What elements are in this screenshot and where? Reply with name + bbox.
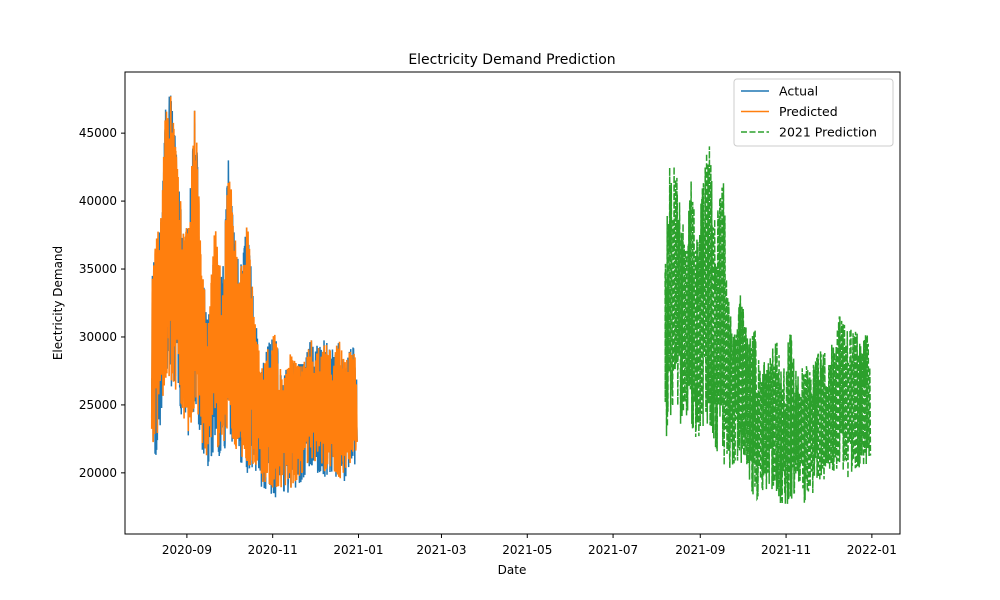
legend-label-2021-prediction: 2021 Prediction xyxy=(779,125,877,140)
legend-label-actual: Actual xyxy=(779,84,818,99)
x-axis: 2020-09 2020-11 2021-01 2021-03 2021-05 2021-… xyxy=(162,534,897,557)
x-axis-label: Date xyxy=(498,563,527,577)
x-tick-label: 2021-05 xyxy=(502,543,552,557)
x-tick-label: 2021-01 xyxy=(333,543,383,557)
x-tick-label: 2020-11 xyxy=(248,543,298,557)
y-tick-label: 30000 xyxy=(79,330,117,344)
y-tick-label: 20000 xyxy=(79,466,117,480)
x-tick-label: 2020-09 xyxy=(162,543,212,557)
series-line-predicted xyxy=(150,96,358,488)
y-tick-label: 45000 xyxy=(79,126,117,140)
series-line-2021-prediction xyxy=(664,146,872,505)
x-tick-label: 2021-11 xyxy=(761,543,811,557)
x-tick-label: 2021-07 xyxy=(588,543,638,557)
y-axis-label: Electricity Demand xyxy=(51,246,65,360)
legend-box xyxy=(733,78,894,147)
y-axis: 20000 25000 30000 35000 40000 45000 xyxy=(79,126,125,480)
y-tick-label: 25000 xyxy=(79,398,117,412)
legend-label-predicted: Predicted xyxy=(779,104,838,119)
axes-frame xyxy=(124,71,901,535)
plot-area xyxy=(150,95,872,505)
x-tick-label: 2021-03 xyxy=(416,543,466,557)
chart-title: Electricity Demand Prediction xyxy=(408,52,615,68)
y-tick-label: 40000 xyxy=(79,194,117,208)
legend: Actual Predicted 2021 Prediction xyxy=(733,78,894,147)
x-tick-label: 2022-01 xyxy=(847,543,897,557)
y-tick-label: 35000 xyxy=(79,262,117,276)
x-tick-label: 2021-09 xyxy=(675,543,725,557)
